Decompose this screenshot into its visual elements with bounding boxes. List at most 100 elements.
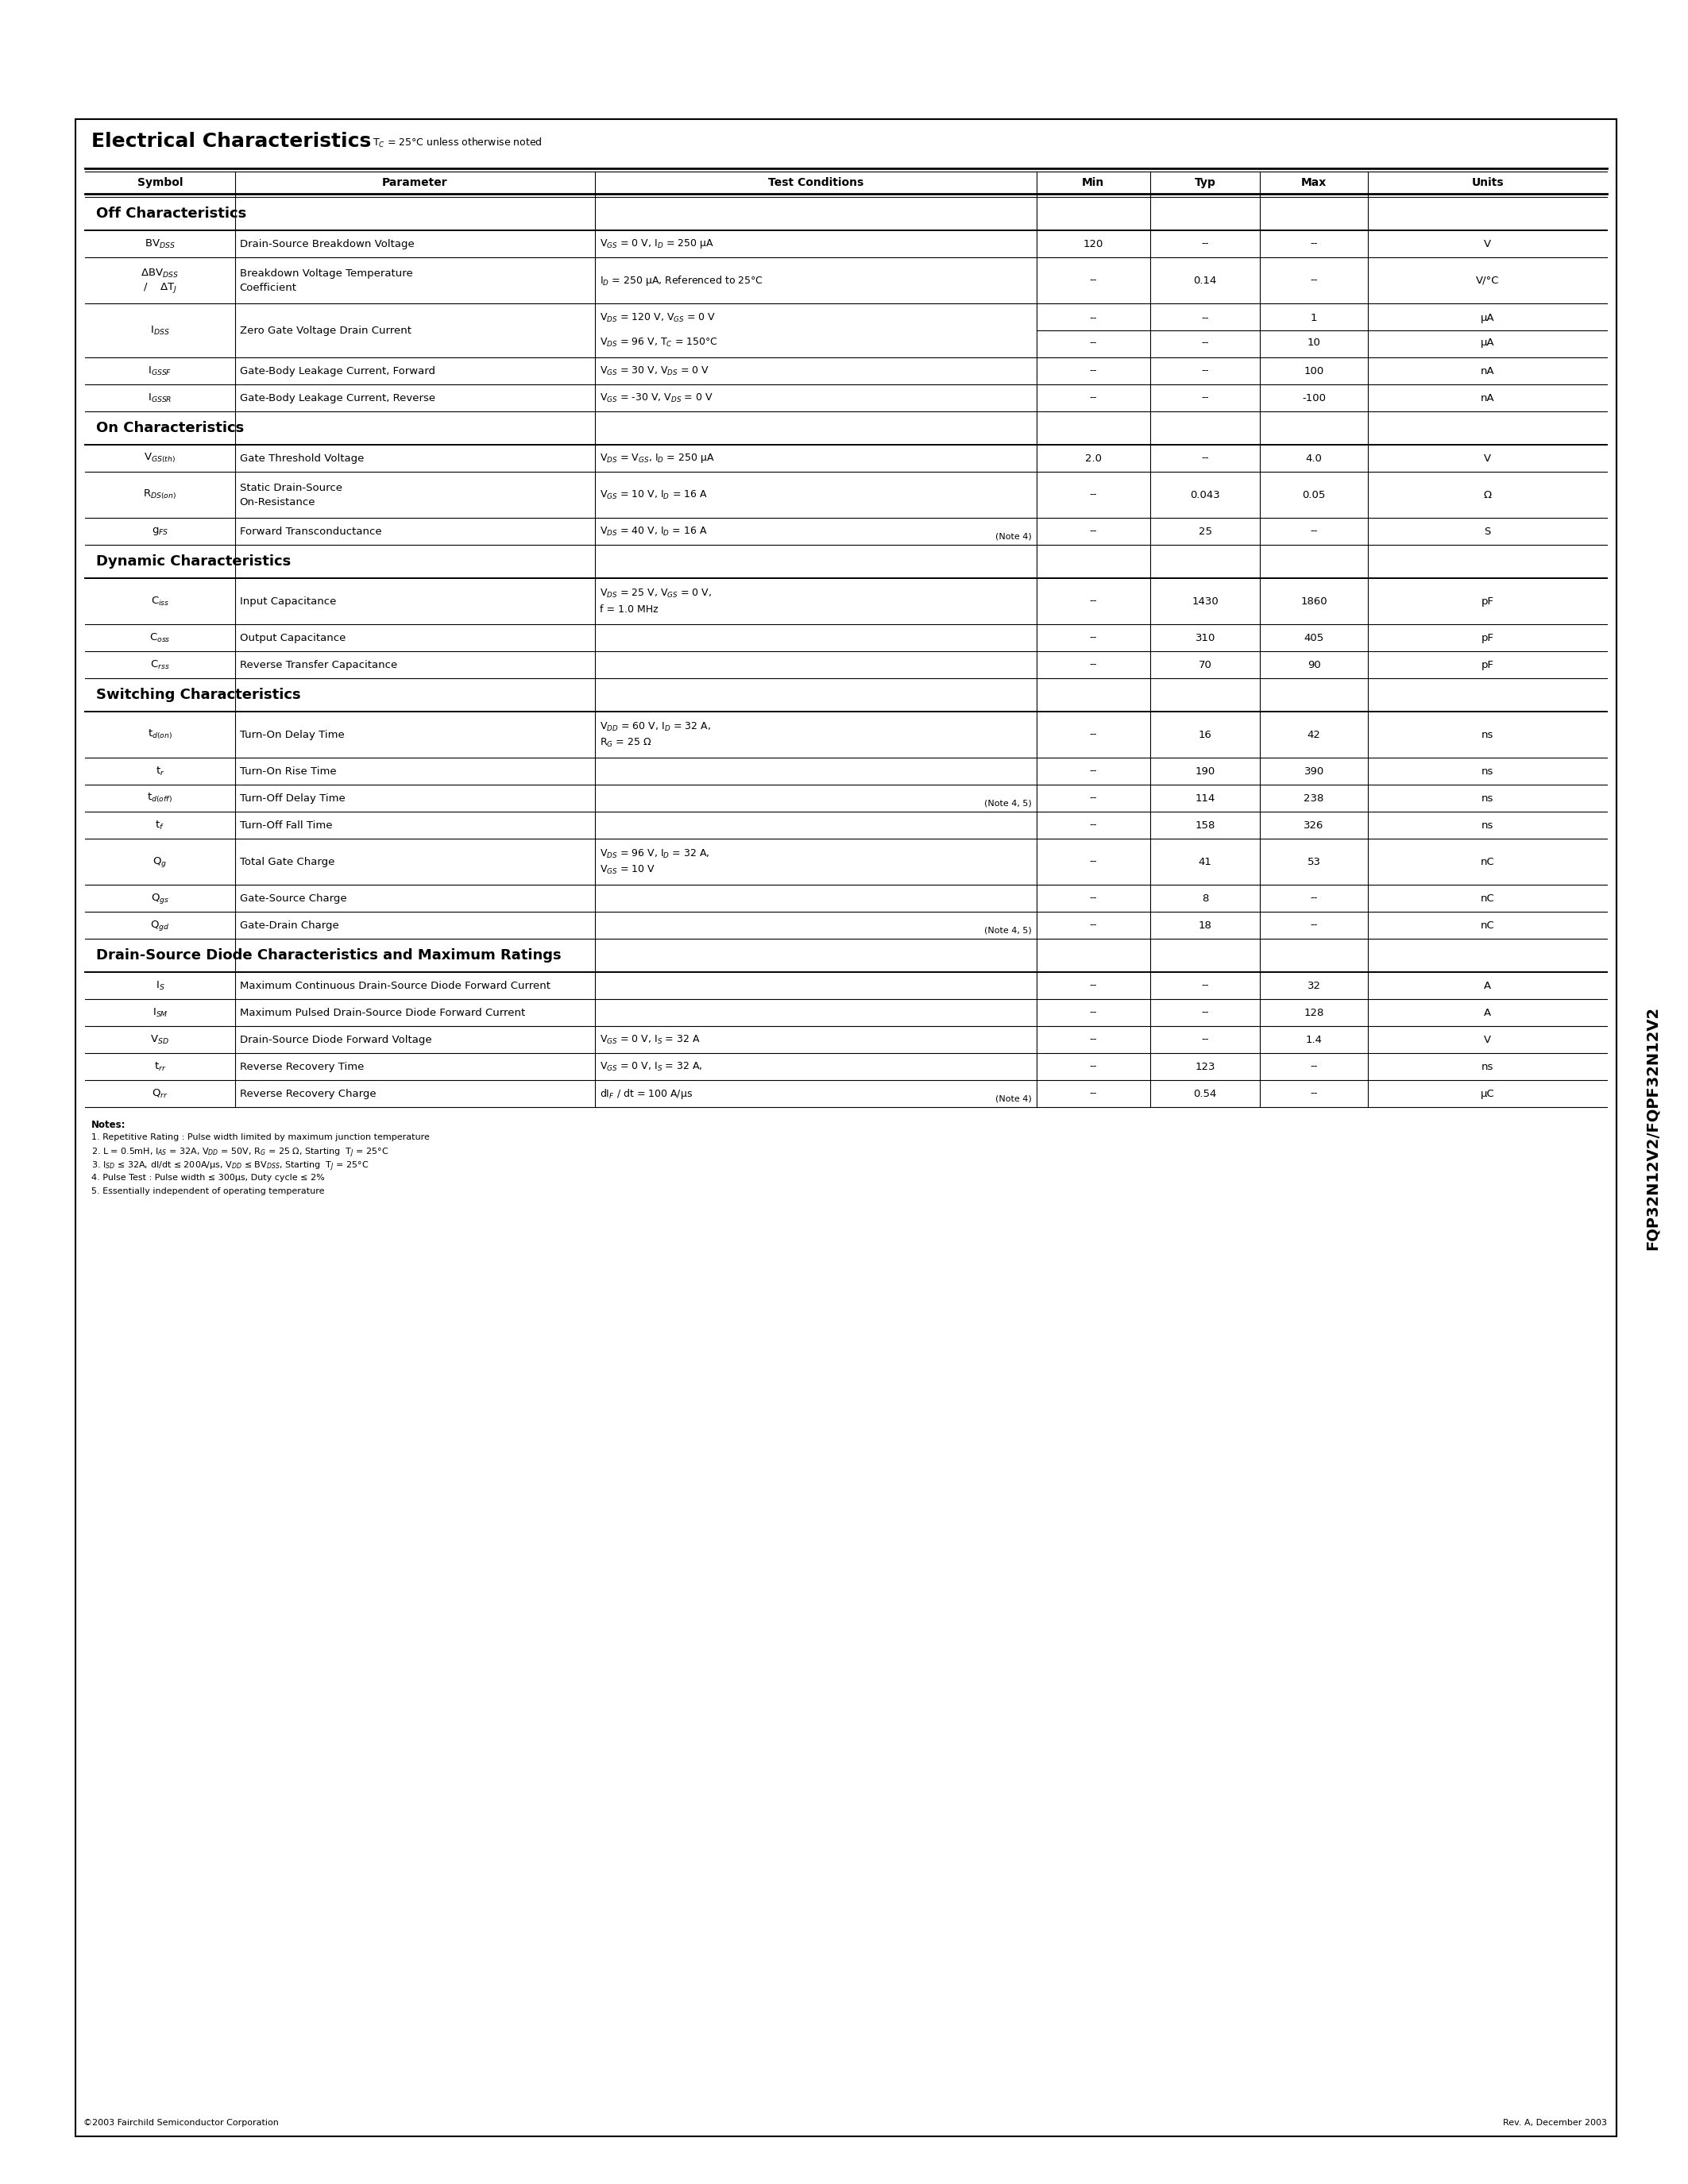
Text: nA: nA (1480, 393, 1494, 404)
Text: I$_{GSSR}$: I$_{GSSR}$ (149, 391, 172, 404)
Text: Q$_{gd}$: Q$_{gd}$ (150, 919, 169, 933)
Text: Drain-Source Breakdown Voltage: Drain-Source Breakdown Voltage (240, 238, 414, 249)
Text: μA: μA (1480, 339, 1494, 347)
Text: 0.14: 0.14 (1193, 275, 1217, 286)
Text: --: -- (1089, 981, 1097, 992)
Text: --: -- (1089, 339, 1097, 347)
Text: 2.0: 2.0 (1085, 452, 1102, 463)
Text: Off Characteristics: Off Characteristics (96, 207, 246, 221)
Text: 3. I$_{SD}$ ≤ 32A, dI/dt ≤ 200A/μs, V$_{DD}$ ≤ BV$_{DSS}$, Starting  T$_J$ = 25°: 3. I$_{SD}$ ≤ 32A, dI/dt ≤ 200A/μs, V$_{… (91, 1160, 370, 1173)
Text: t$_{d(off)}$: t$_{d(off)}$ (147, 791, 172, 804)
Text: Max: Max (1301, 177, 1327, 188)
Text: μC: μC (1480, 1088, 1494, 1099)
Text: 1. Repetitive Rating : Pulse width limited by maximum junction temperature: 1. Repetitive Rating : Pulse width limit… (91, 1133, 430, 1142)
Text: R$_G$ = 25 Ω: R$_G$ = 25 Ω (599, 736, 652, 749)
Text: 90: 90 (1307, 660, 1320, 670)
Text: Turn-On Delay Time: Turn-On Delay Time (240, 729, 344, 740)
Text: V: V (1484, 238, 1491, 249)
Text: A: A (1484, 981, 1491, 992)
Text: Dynamic Characteristics: Dynamic Characteristics (96, 555, 290, 568)
Text: Gate-Body Leakage Current, Reverse: Gate-Body Leakage Current, Reverse (240, 393, 436, 404)
Text: --: -- (1089, 393, 1097, 404)
Text: Input Capacitance: Input Capacitance (240, 596, 336, 607)
Text: --: -- (1202, 1035, 1209, 1044)
Text: t$_f$: t$_f$ (155, 819, 165, 832)
Text: 0.54: 0.54 (1193, 1088, 1217, 1099)
Text: BV$_{DSS}$: BV$_{DSS}$ (145, 238, 176, 249)
Text: V: V (1484, 1035, 1491, 1044)
Text: 1: 1 (1310, 312, 1317, 323)
Text: 1.4: 1.4 (1305, 1035, 1322, 1044)
Text: I$_S$: I$_S$ (155, 981, 164, 992)
Text: V$_{GS(th)}$: V$_{GS(th)}$ (143, 452, 176, 465)
Text: --: -- (1089, 660, 1097, 670)
Text: I$_{SM}$: I$_{SM}$ (152, 1007, 167, 1018)
Text: pF: pF (1480, 660, 1494, 670)
Text: V$_{DS}$ = 120 V, V$_{GS}$ = 0 V: V$_{DS}$ = 120 V, V$_{GS}$ = 0 V (599, 312, 716, 323)
Text: V$_{DS}$ = V$_{GS}$, I$_D$ = 250 μA: V$_{DS}$ = V$_{GS}$, I$_D$ = 250 μA (599, 452, 714, 465)
Text: --: -- (1089, 1007, 1097, 1018)
Text: 0.05: 0.05 (1303, 489, 1325, 500)
Text: --: -- (1202, 393, 1209, 404)
Text: Gate-Body Leakage Current, Forward: Gate-Body Leakage Current, Forward (240, 365, 436, 376)
Text: ns: ns (1482, 1061, 1494, 1072)
Text: --: -- (1089, 819, 1097, 830)
Text: --: -- (1089, 856, 1097, 867)
Text: V$_{GS}$ = 10 V: V$_{GS}$ = 10 V (599, 863, 655, 876)
Text: C$_{rss}$: C$_{rss}$ (150, 660, 170, 670)
Text: Electrical Characteristics: Electrical Characteristics (91, 131, 371, 151)
Text: 41: 41 (1198, 856, 1212, 867)
Text: Units: Units (1472, 177, 1504, 188)
Text: 0.043: 0.043 (1190, 489, 1220, 500)
Text: Coefficient: Coefficient (240, 282, 297, 293)
Text: V: V (1484, 452, 1491, 463)
Text: --: -- (1310, 893, 1318, 904)
Text: S: S (1484, 526, 1491, 537)
Text: Turn-Off Delay Time: Turn-Off Delay Time (240, 793, 344, 804)
Text: ΔBV$_{DSS}$: ΔBV$_{DSS}$ (140, 266, 179, 280)
Text: Forward Transconductance: Forward Transconductance (240, 526, 381, 537)
Text: Symbol: Symbol (137, 177, 182, 188)
Text: 1430: 1430 (1192, 596, 1219, 607)
Text: Q$_g$: Q$_g$ (154, 854, 167, 869)
Text: Reverse Transfer Capacitance: Reverse Transfer Capacitance (240, 660, 397, 670)
Text: 326: 326 (1303, 819, 1323, 830)
Text: --: -- (1089, 767, 1097, 775)
Text: nA: nA (1480, 365, 1494, 376)
Text: Switching Characteristics: Switching Characteristics (96, 688, 300, 701)
Text: pF: pF (1480, 596, 1494, 607)
Text: Turn-On Rise Time: Turn-On Rise Time (240, 767, 336, 775)
Text: ns: ns (1482, 767, 1494, 775)
Text: --: -- (1310, 1088, 1318, 1099)
Text: --: -- (1089, 489, 1097, 500)
Text: --: -- (1089, 893, 1097, 904)
Text: I$_{DSS}$: I$_{DSS}$ (150, 325, 170, 336)
Text: On Characteristics: On Characteristics (96, 422, 245, 435)
Text: (Note 4, 5): (Note 4, 5) (984, 926, 1031, 935)
Text: --: -- (1202, 981, 1209, 992)
Text: t$_r$: t$_r$ (155, 764, 164, 778)
Text: V$_{DS}$ = 96 V, T$_C$ = 150°C: V$_{DS}$ = 96 V, T$_C$ = 150°C (599, 336, 717, 349)
Text: --: -- (1089, 793, 1097, 804)
Text: V$_{SD}$: V$_{SD}$ (150, 1033, 169, 1046)
Text: 32: 32 (1307, 981, 1320, 992)
Text: --: -- (1202, 339, 1209, 347)
Text: t$_{rr}$: t$_{rr}$ (154, 1061, 165, 1072)
Text: dI$_F$ / dt = 100 A/μs: dI$_F$ / dt = 100 A/μs (599, 1088, 692, 1101)
Text: Reverse Recovery Time: Reverse Recovery Time (240, 1061, 365, 1072)
Text: (Note 4, 5): (Note 4, 5) (984, 799, 1031, 806)
Text: On-Resistance: On-Resistance (240, 496, 316, 507)
Text: --: -- (1089, 633, 1097, 642)
Text: 100: 100 (1303, 365, 1323, 376)
Text: Q$_{rr}$: Q$_{rr}$ (152, 1088, 169, 1099)
Text: --: -- (1202, 365, 1209, 376)
Text: ns: ns (1482, 729, 1494, 740)
Text: V$_{GS}$ = 30 V, V$_{DS}$ = 0 V: V$_{GS}$ = 30 V, V$_{DS}$ = 0 V (599, 365, 709, 378)
Text: nC: nC (1480, 919, 1494, 930)
Text: Turn-Off Fall Time: Turn-Off Fall Time (240, 819, 333, 830)
Text: --: -- (1089, 1088, 1097, 1099)
Text: nC: nC (1480, 856, 1494, 867)
Text: Parameter: Parameter (381, 177, 447, 188)
Text: Test Conditions: Test Conditions (768, 177, 863, 188)
Text: --: -- (1089, 729, 1097, 740)
